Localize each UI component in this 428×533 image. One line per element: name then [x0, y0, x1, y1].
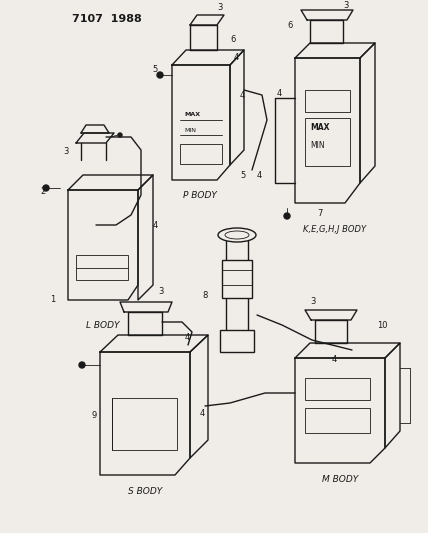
Text: 6: 6: [230, 36, 235, 44]
Text: 4: 4: [257, 171, 262, 180]
Text: MAX: MAX: [310, 124, 330, 133]
Text: 7: 7: [317, 208, 322, 217]
Text: M BODY: M BODY: [322, 475, 358, 484]
Bar: [305, 118, 350, 166]
Text: 8: 8: [202, 290, 208, 300]
Text: 10: 10: [377, 321, 387, 330]
Text: 6: 6: [287, 21, 292, 30]
Bar: [76, 255, 128, 280]
Text: 4: 4: [200, 408, 205, 417]
Text: 7107  1988: 7107 1988: [72, 14, 142, 24]
Text: S BODY: S BODY: [128, 488, 162, 497]
Text: MIN: MIN: [310, 141, 324, 150]
Text: 3: 3: [343, 2, 348, 11]
Ellipse shape: [218, 228, 256, 242]
Text: 3: 3: [310, 297, 315, 306]
Circle shape: [118, 133, 122, 137]
Text: 4: 4: [185, 334, 190, 343]
Text: 4: 4: [277, 88, 282, 98]
Text: 5: 5: [240, 171, 245, 180]
Text: 2: 2: [40, 188, 45, 197]
Ellipse shape: [225, 231, 249, 239]
Text: 4: 4: [332, 356, 337, 365]
Text: 4: 4: [234, 53, 239, 62]
Circle shape: [43, 185, 49, 191]
Text: MIN: MIN: [184, 127, 196, 133]
Text: K,E,G,H,J BODY: K,E,G,H,J BODY: [303, 225, 366, 235]
Text: L BODY: L BODY: [86, 320, 120, 329]
Bar: [305, 408, 370, 433]
Text: MAX: MAX: [184, 112, 200, 117]
Text: 5: 5: [152, 66, 157, 75]
Text: 3: 3: [217, 4, 223, 12]
Circle shape: [284, 213, 290, 219]
Text: 9: 9: [92, 410, 97, 419]
Bar: [180, 144, 222, 164]
Text: 1: 1: [50, 295, 55, 304]
Bar: [220, 330, 254, 352]
Text: 4: 4: [240, 91, 245, 100]
Text: 4: 4: [153, 221, 158, 230]
Bar: [222, 260, 252, 298]
Bar: [226, 235, 248, 335]
Circle shape: [157, 72, 163, 78]
Bar: [305, 90, 350, 112]
Circle shape: [79, 362, 85, 368]
Bar: [112, 398, 177, 450]
Text: 3: 3: [63, 148, 68, 157]
Text: 3: 3: [158, 287, 163, 296]
Bar: [305, 378, 370, 400]
Text: P BODY: P BODY: [183, 190, 217, 199]
